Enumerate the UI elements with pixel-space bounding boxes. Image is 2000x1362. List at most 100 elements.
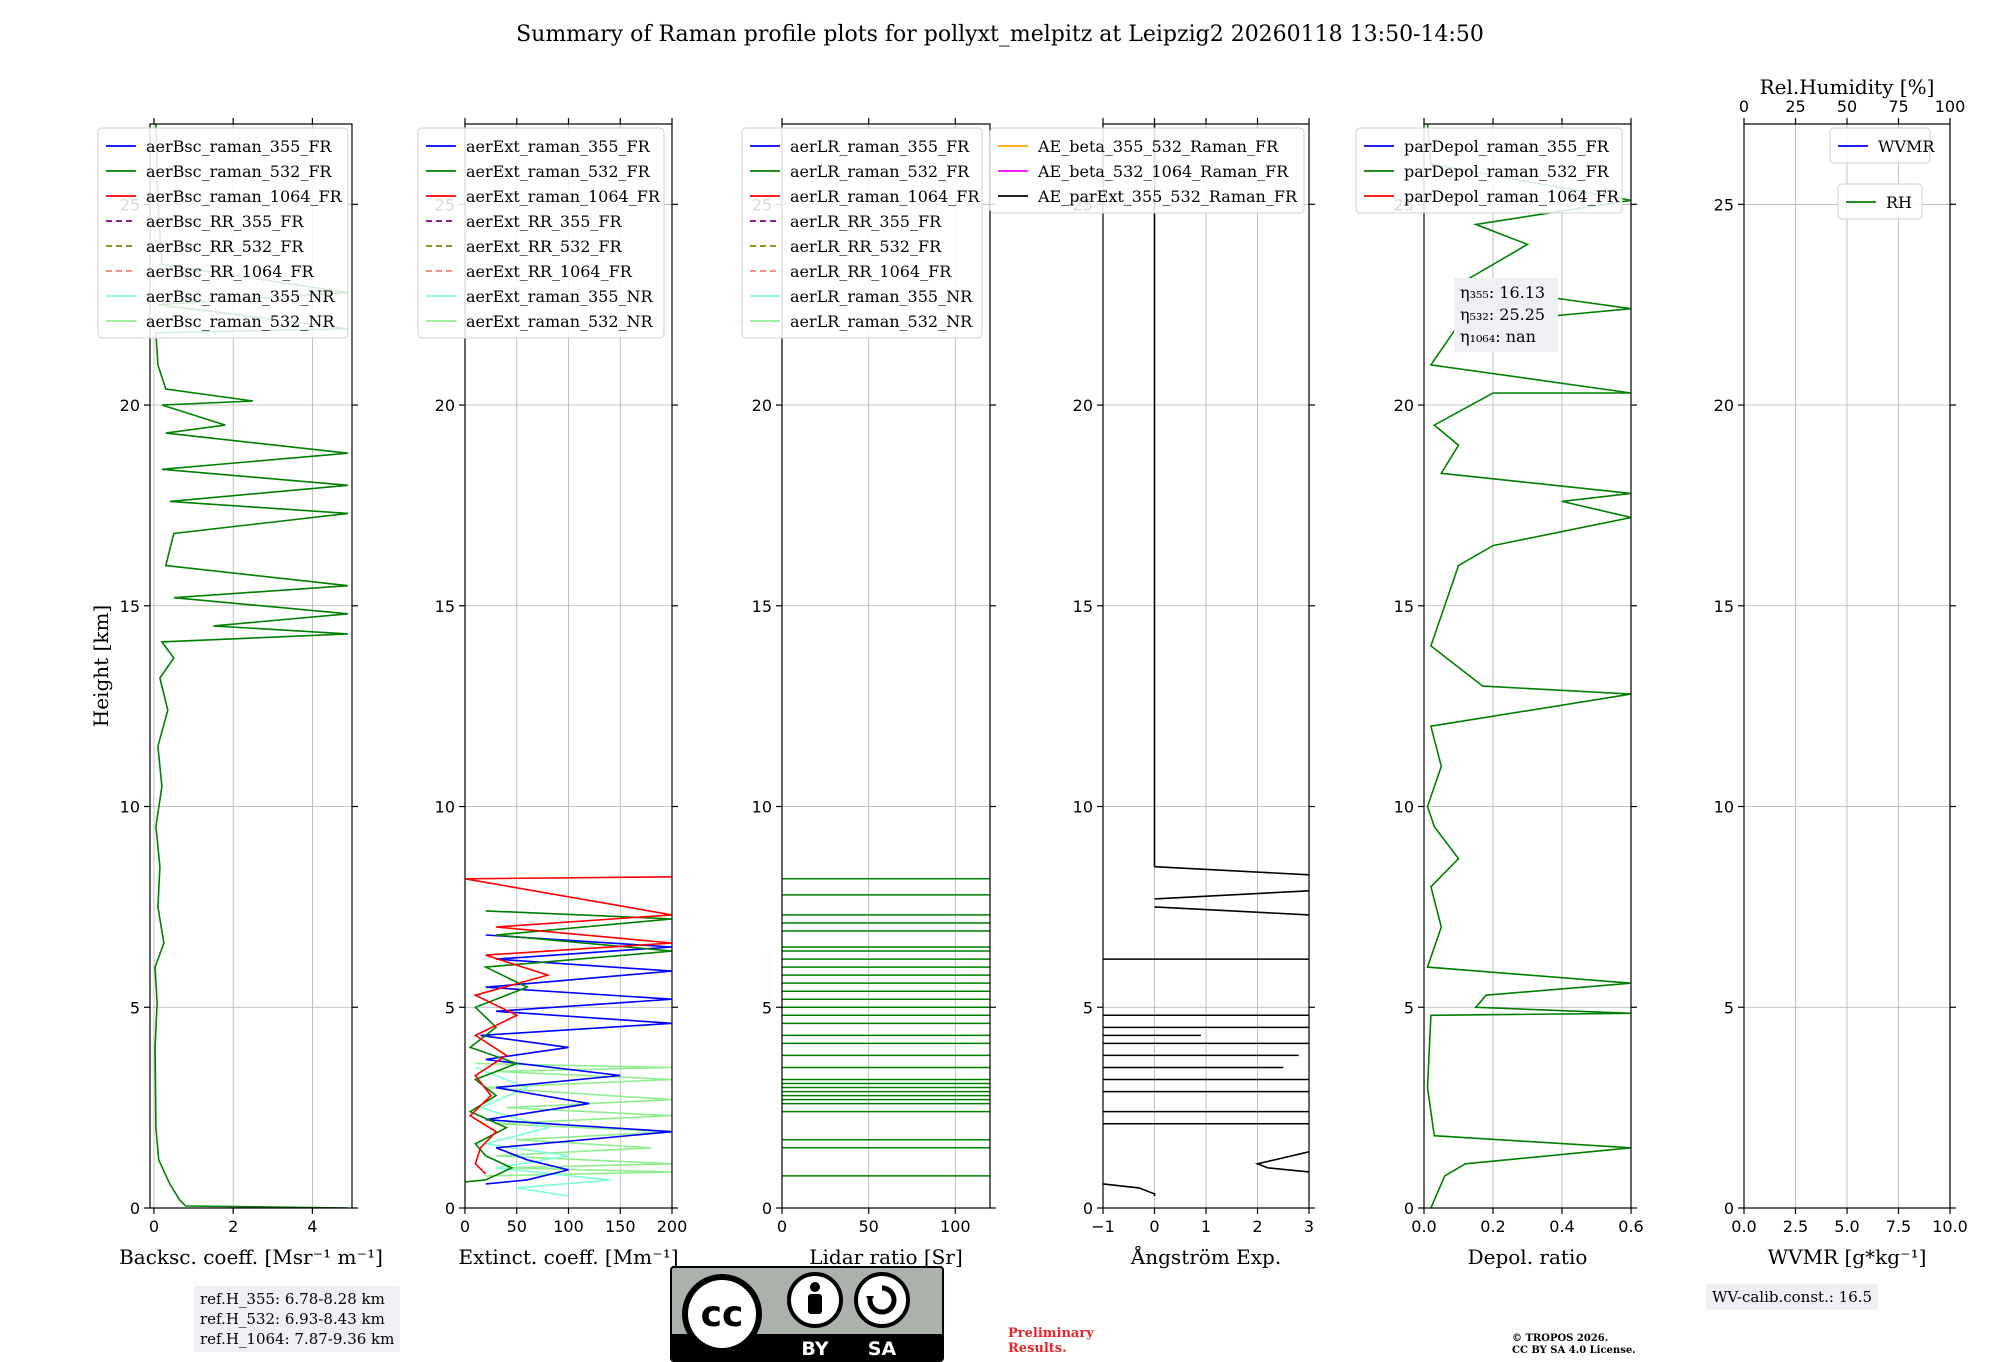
legend-label: aerExt_raman_532_FR	[466, 162, 651, 181]
y-tick-label: 0	[1724, 1199, 1734, 1218]
x-tick-label: −1	[1091, 1217, 1115, 1236]
legend-label: aerLR_raman_355_FR	[790, 137, 970, 156]
copyright-note: © TROPOS 2026. CC BY SA 4.0 License.	[1512, 1333, 1636, 1357]
x-tick-label: 0.0	[1411, 1217, 1436, 1236]
y-tick-label: 5	[1404, 998, 1414, 1017]
legend-label: aerExt_raman_532_NR	[466, 312, 654, 331]
x-tick-label: 0.4	[1549, 1217, 1574, 1236]
legend-box	[989, 127, 1305, 214]
legend-box	[417, 127, 665, 339]
x-tick-label: 50	[858, 1217, 878, 1236]
depol-annotation: η₃₅₅: 16.13 η₅₃₂: 25.25 η₁₀₆₄: nan	[1454, 278, 1558, 352]
preliminary-results-note: Preliminary Results.	[1008, 1326, 1094, 1356]
panel-ae: −101230510152025Ångström Exp.AE_beta_355…	[989, 118, 1315, 1269]
y-tick-label: 10	[435, 798, 455, 817]
axes-frame	[781, 123, 991, 1209]
ref-height-532: ref.H_532: 6.93-8.43 km	[200, 1310, 385, 1328]
legend-label: aerExt_RR_1064_FR	[466, 262, 633, 281]
x-tick-label: 100	[940, 1217, 971, 1236]
y-tick-label: 20	[752, 396, 772, 415]
y-tick-label: 10	[1714, 798, 1734, 817]
y-tick-label: 15	[120, 597, 140, 616]
y-tick-label: 5	[445, 998, 455, 1017]
x-tick-label: 100	[553, 1217, 584, 1236]
series-line-AE_parExt_355_532_Raman_FR	[1154, 890, 1309, 900]
y-tick-label: 10	[120, 798, 140, 817]
y-tick-label: 15	[1073, 597, 1093, 616]
legend-label: aerLR_raman_355_NR	[790, 287, 973, 306]
y-tick-label: 20	[1714, 396, 1734, 415]
x-tick-label: 10.0	[1932, 1217, 1968, 1236]
panel-bsc: 0240510152025Backsc. coeff. [Msr⁻¹ m⁻¹]H…	[89, 118, 383, 1269]
y-axis-label: Height [km]	[89, 605, 113, 727]
x-axis-label: Depol. ratio	[1468, 1245, 1588, 1269]
ref-height-1064: ref.H_1064: 7.87-9.36 km	[200, 1330, 395, 1348]
x-tick-label: 4	[307, 1217, 317, 1236]
copyright-line-1: © TROPOS 2026.	[1512, 1333, 1609, 1344]
series-line-AE_parExt_355_532_Raman_FR	[1103, 1183, 1156, 1196]
x2-tick-label: 25	[1785, 97, 1805, 116]
y-tick-label: 15	[1714, 597, 1734, 616]
x2-tick-label: 75	[1888, 97, 1908, 116]
x-tick-label: 3	[1304, 1217, 1314, 1236]
y-tick-label: 0	[762, 1199, 772, 1218]
panel-depol: 0.00.20.40.60510152025Depol. ratioparDep…	[1355, 118, 1644, 1269]
x-tick-label: 0.6	[1618, 1217, 1643, 1236]
legend-label: AE_beta_532_1064_Raman_FR	[1037, 162, 1289, 181]
x2-axis-label: Rel.Humidity [%]	[1760, 75, 1935, 99]
x2-tick-label: 0	[1739, 97, 1749, 116]
legend-label: aerBsc_raman_355_FR	[146, 137, 332, 156]
wv-calibration-box: WV-calib.const.: 16.5	[1706, 1284, 1879, 1310]
sa-share-icon	[854, 1272, 910, 1328]
legend-label: parDepol_raman_532_FR	[1404, 162, 1610, 181]
ref-height-355: ref.H_355: 6.78-8.28 km	[200, 1290, 385, 1308]
legend-label: aerLR_RR_532_FR	[790, 237, 942, 256]
legend-label: parDepol_raman_1064_FR	[1404, 187, 1620, 206]
reference-height-box: ref.H_355: 6.78-8.28 km ref.H_532: 6.93-…	[194, 1286, 401, 1352]
legend-label: aerBsc_raman_532_NR	[146, 312, 335, 331]
y-tick-label: 0	[445, 1199, 455, 1218]
y-tick-label: 15	[1394, 597, 1414, 616]
preliminary-line-2: Results.	[1008, 1341, 1067, 1356]
page-title: Summary of Raman profile plots for polly…	[516, 22, 1484, 47]
legend-box	[1837, 183, 1923, 220]
x-tick-label: 0	[1149, 1217, 1159, 1236]
x-axis-label: Lidar ratio [Sr]	[809, 1245, 963, 1269]
y-tick-label: 0	[1404, 1199, 1414, 1218]
y-tick-label: 5	[1724, 998, 1734, 1017]
y-tick-label: 5	[1083, 998, 1093, 1017]
x-tick-label: 2	[228, 1217, 238, 1236]
y-tick-label: 0	[130, 1199, 140, 1218]
legend-depol: parDepol_raman_355_FR parDepol_raman_532_…	[1355, 127, 1623, 214]
annotation-line: η₁₀₆₄: nan	[1460, 327, 1536, 346]
wv-calib-constant: WV-calib.const.: 16.5	[1712, 1288, 1873, 1306]
preliminary-line-1: Preliminary	[1008, 1326, 1094, 1341]
y-tick-label: 25	[1714, 195, 1734, 214]
series-line-aerBsc_raman_532_FR	[154, 124, 349, 1208]
legend-label: aerBsc_raman_355_NR	[146, 287, 335, 306]
y-tick-label: 10	[1073, 798, 1093, 817]
x-tick-label: 1	[1201, 1217, 1211, 1236]
legend-ext: aerExt_raman_355_FR aerExt_raman_532_FRae…	[417, 127, 665, 339]
series-line-aerExt_raman_355_NR	[475, 1066, 610, 1197]
data-bsc	[154, 124, 349, 1208]
cc-logo-text: cc	[701, 1294, 744, 1335]
x-tick-label: 0.2	[1480, 1217, 1505, 1236]
y-tick-label: 15	[435, 597, 455, 616]
series-line-aerExt_raman_532_FR	[465, 910, 672, 1183]
x-tick-label: 0.0	[1731, 1217, 1756, 1236]
legend-box	[97, 127, 349, 339]
by-label: BY	[801, 1338, 828, 1360]
legend-label: AE_beta_355_532_Raman_FR	[1037, 137, 1279, 156]
legend-bsc: aerBsc_raman_355_FR aerBsc_raman_532_FRae…	[97, 127, 349, 339]
y-tick-label: 10	[1394, 798, 1414, 817]
legend-label: aerExt_raman_355_NR	[466, 287, 654, 306]
annotation-line: η₃₅₅: 16.13	[1460, 283, 1545, 302]
y-tick-label: 5	[130, 998, 140, 1017]
legend-label: aerExt_RR_355_FR	[466, 212, 623, 231]
x-axis-label: Extinct. coeff. [Mm⁻¹]	[458, 1245, 678, 1269]
series-line-aerExt_raman_1064_FR	[465, 876, 672, 1175]
x-tick-label: 0	[460, 1217, 470, 1236]
legend-lr: aerLR_raman_355_FR aerLR_raman_532_FR aerL…	[741, 127, 983, 339]
data-ae	[1103, 124, 1309, 1196]
